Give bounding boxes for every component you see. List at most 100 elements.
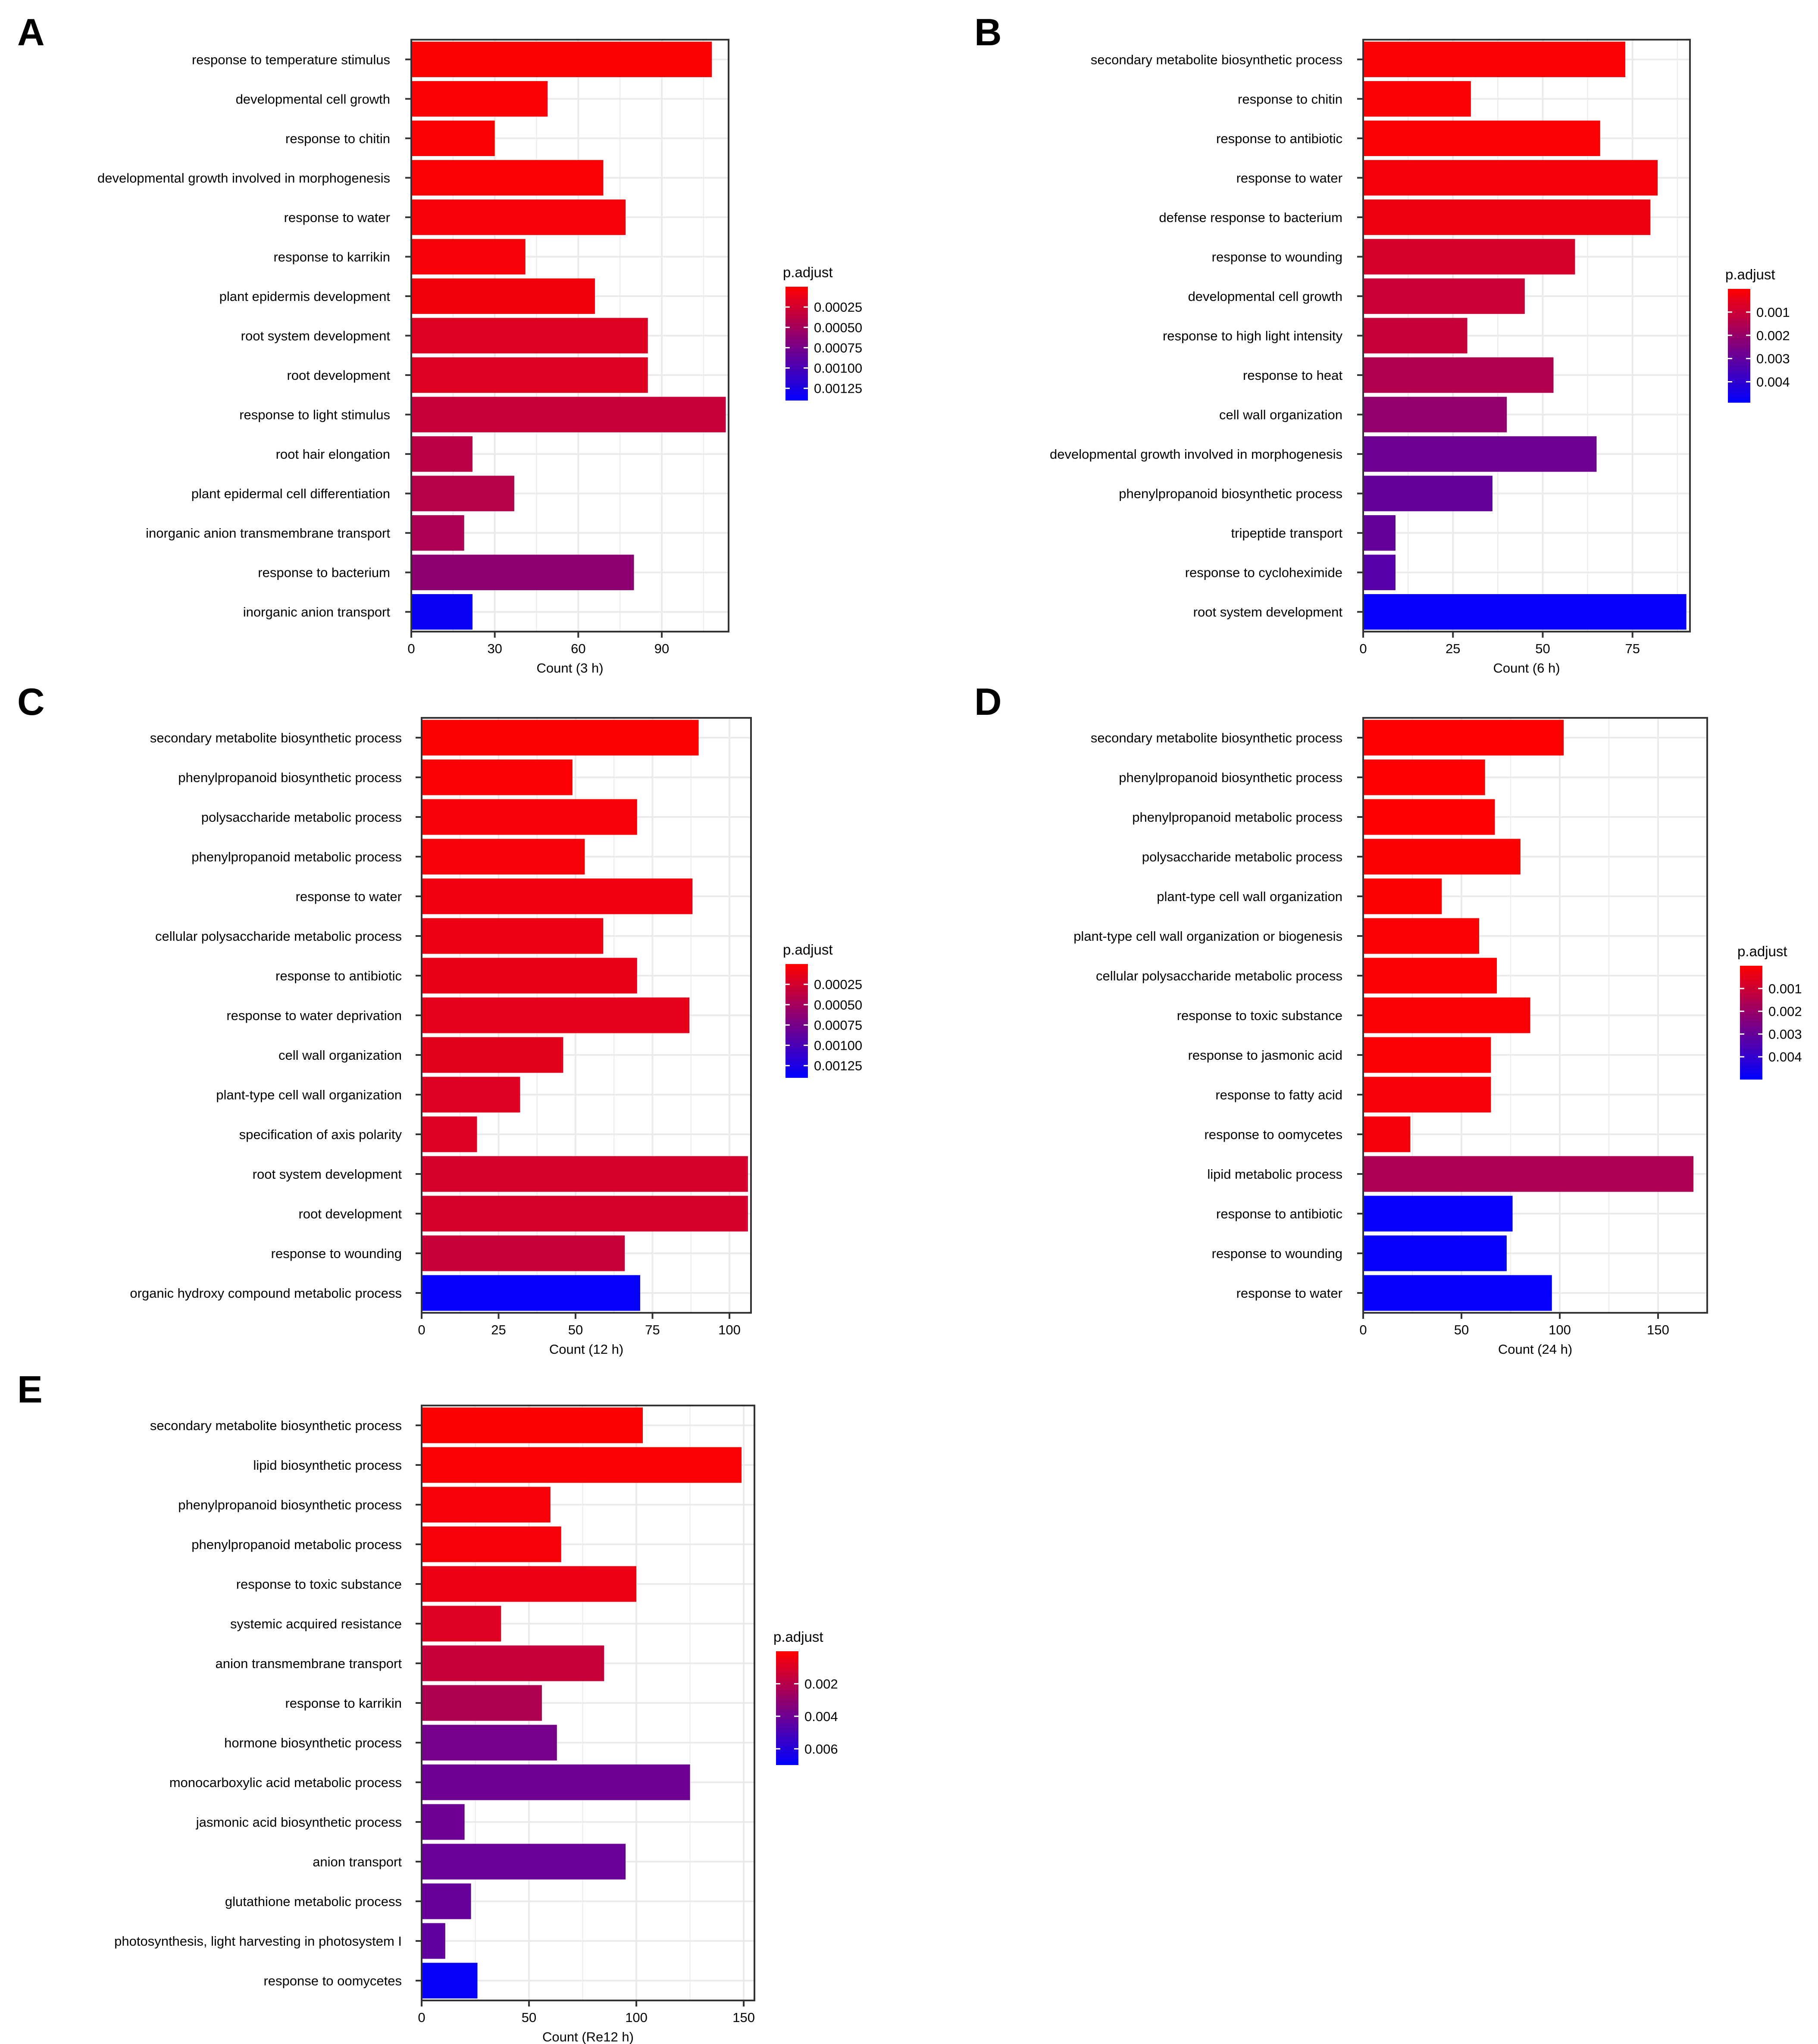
bar [1363, 397, 1507, 432]
category-label: response to antibiotic [275, 968, 402, 983]
x-axis-title: Count (24 h) [1498, 1342, 1572, 1357]
legend-tick-label: 0.00025 [814, 300, 862, 315]
panel-label: C [17, 680, 45, 723]
bar [411, 554, 634, 590]
x-tick-label: 30 [487, 641, 502, 656]
bar [422, 1606, 501, 1642]
bar [1363, 41, 1626, 77]
category-label: tripeptide transport [1231, 526, 1343, 541]
panel-label: E [17, 1368, 43, 1411]
category-label: response to wounding [1212, 249, 1342, 264]
bar [1363, 436, 1597, 472]
category-label: response to oomycetes [1204, 1127, 1342, 1142]
bar [411, 199, 626, 235]
legend-colorbar [785, 287, 808, 401]
bar [422, 1844, 626, 1880]
category-label: secondary metabolite biosynthetic proces… [150, 730, 402, 745]
category-label: plant‑type cell wall organization or bio… [1073, 929, 1342, 944]
legend-p-adjust: p.adjust 0.001 0.002 0.003 0.004 [1725, 266, 1790, 403]
bar [1363, 81, 1471, 117]
bar [422, 1685, 542, 1721]
category-label: plant‑type cell wall organization [216, 1087, 402, 1102]
category-label: response to temperature stimulus [192, 52, 390, 67]
x-tick-label: 0 [407, 641, 415, 656]
bar [422, 1725, 557, 1761]
bar [422, 958, 637, 994]
category-label: developmental growth involved in morphog… [1050, 447, 1342, 462]
category-label: organic hydroxy compound metabolic proce… [130, 1286, 402, 1301]
legend-tick-label: 0.003 [1756, 351, 1790, 366]
category-label: anion transmembrane transport [215, 1656, 402, 1671]
legend-tick-label: 0.002 [1756, 328, 1790, 343]
x-tick-label: 100 [718, 1322, 741, 1337]
bar [1363, 199, 1651, 235]
category-label: photosynthesis, light harvesting in phot… [114, 1934, 402, 1949]
category-label: response to cycloheximide [1185, 565, 1342, 580]
category-label: phenylpropanoid biosynthetic process [178, 770, 402, 785]
category-label: root hair elongation [276, 447, 390, 462]
bar [422, 1447, 742, 1483]
bar [1363, 278, 1525, 314]
category-label: response to water deprivation [226, 1008, 402, 1023]
x-tick-label: 50 [568, 1322, 583, 1337]
legend-tick-label: 0.006 [804, 1741, 838, 1756]
category-label: phenylpropanoid biosynthetic process [1119, 770, 1342, 785]
category-label: anion transport [313, 1854, 402, 1869]
category-label: developmental cell growth [1188, 289, 1342, 304]
x-tick-label: 25 [491, 1322, 506, 1337]
bar [1363, 120, 1600, 157]
legend-tick-label: 0.001 [1756, 305, 1790, 320]
category-label: lipid metabolic process [1207, 1167, 1342, 1182]
bar [422, 1804, 465, 1840]
bar [411, 41, 712, 77]
x-tick-label: 50 [522, 2010, 536, 2025]
category-label: cellular polysaccharide metabolic proces… [1096, 968, 1342, 983]
bar [1363, 1077, 1491, 1113]
bar [422, 839, 585, 875]
legend-title: p.adjust [1737, 943, 1787, 959]
category-label: response to karrikin [273, 249, 390, 264]
legend-tick-label: 0.00075 [814, 340, 862, 355]
x-tick-label: 75 [645, 1322, 660, 1337]
bar [422, 1923, 445, 1959]
legend-p-adjust: p.adjust 0.00025 0.00050 0.00075 0.00100 0.00… [783, 264, 862, 401]
bar [422, 1526, 561, 1562]
category-label: root development [287, 368, 390, 383]
category-label: developmental cell growth [236, 91, 390, 106]
bar [1363, 1116, 1411, 1152]
category-label: cell wall organization [278, 1048, 402, 1063]
category-label: response to water [284, 210, 390, 225]
x-tick-label: 50 [1454, 1322, 1469, 1337]
category-label: response to water [1236, 170, 1342, 185]
legend-tick-label: 0.004 [1756, 375, 1790, 390]
category-label: plant epidermis development [219, 289, 391, 304]
plot-border [1362, 717, 1708, 1314]
x-tick-label: 60 [571, 641, 585, 656]
bar [422, 997, 690, 1033]
bar [1363, 878, 1442, 914]
plot-border [1362, 39, 1691, 632]
legend-tick-label: 0.00100 [814, 361, 862, 376]
legend-title: p.adjust [783, 264, 833, 280]
bar [422, 1275, 640, 1311]
category-label: lipid biosynthetic process [253, 1458, 402, 1473]
x-tick-label: 25 [1446, 641, 1460, 656]
category-label: phenylpropanoid biosynthetic process [1119, 486, 1342, 501]
legend-tick-label: 0.002 [1768, 1004, 1802, 1019]
category-label: polysaccharide metabolic process [1142, 849, 1342, 864]
panel-label: B [974, 11, 1002, 53]
bar [422, 1235, 625, 1271]
bar [1363, 239, 1575, 275]
legend-tick-label: 0.00025 [814, 977, 862, 992]
bar [1363, 594, 1687, 630]
bar [422, 720, 699, 756]
category-label: inorganic anion transport [243, 604, 391, 620]
bar [1363, 1235, 1507, 1271]
category-label: response to oomycetes [263, 1973, 402, 1988]
bar [1363, 357, 1554, 393]
category-label: response to antibiotic [1216, 1206, 1342, 1221]
